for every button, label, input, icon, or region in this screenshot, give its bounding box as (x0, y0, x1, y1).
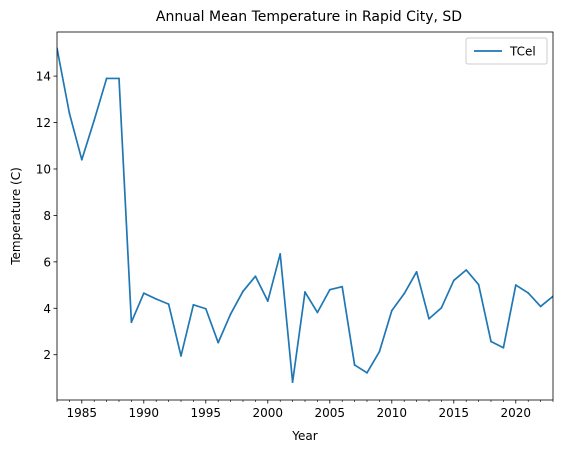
x-tick-label: 2015 (439, 406, 470, 420)
data-point (254, 275, 257, 278)
x-axis-label: Year (291, 429, 317, 443)
data-point (477, 283, 480, 286)
y-tick-label: 2 (43, 348, 51, 362)
x-tick-label: 1990 (129, 406, 160, 420)
x-tick-label: 2005 (315, 406, 346, 420)
data-point (440, 306, 443, 309)
data-point (291, 381, 294, 384)
data-point (242, 290, 244, 293)
data-point (539, 305, 542, 308)
data-point (415, 270, 418, 273)
data-point (204, 307, 207, 310)
data-point (316, 311, 319, 314)
y-axis-label: Temperature (C) (9, 167, 23, 266)
x-tick-label: 2000 (253, 406, 284, 420)
data-point (390, 309, 393, 312)
data-point (266, 300, 269, 302)
legend-box (465, 37, 548, 65)
data-point (217, 341, 220, 344)
data-point (192, 303, 195, 306)
x-tick-label: 1995 (191, 406, 222, 420)
y-tick-label: 6 (43, 255, 51, 269)
data-point (403, 292, 406, 295)
y-tick-label: 8 (43, 209, 51, 223)
data-point (130, 321, 133, 324)
data-point (155, 298, 158, 300)
data-point (229, 313, 232, 315)
data-point (502, 346, 505, 349)
data-point (80, 158, 83, 161)
series-line (57, 48, 553, 383)
data-point (304, 291, 306, 293)
legend: TCel (465, 37, 548, 65)
y-tick-label: 12 (36, 116, 51, 130)
x-tick-label: 1985 (67, 406, 98, 420)
data-point (180, 354, 182, 357)
data-point (353, 364, 356, 366)
data-point (279, 253, 282, 255)
data-point (68, 112, 71, 115)
data-point (465, 269, 468, 271)
data-point (378, 350, 381, 353)
x-tick-label: 2010 (377, 406, 408, 420)
chart-title: Annual Mean Temperature in Rapid City, S… (156, 9, 462, 25)
y-tick-label: 4 (43, 302, 51, 316)
x-tick-label: 2020 (501, 406, 532, 420)
data-point (428, 317, 430, 320)
plot-frame (56, 31, 554, 401)
data-point (514, 284, 517, 286)
data-point (341, 285, 344, 288)
y-tick-label: 10 (36, 162, 51, 176)
data-point (142, 292, 145, 295)
data-point (93, 119, 96, 122)
axis-ticks: 1985 1990 1995 2000 2005 2010 2015 2020 2 4 6 8 10 12… (36, 70, 554, 420)
data-point (167, 303, 170, 306)
y-tick-label: 14 (36, 70, 51, 84)
data-point (452, 279, 455, 282)
data-point (490, 340, 492, 343)
data-point (118, 77, 120, 80)
plot-area (57, 47, 553, 384)
data-point (366, 371, 368, 374)
data-point (328, 288, 331, 291)
series-group (57, 47, 553, 384)
data-point (527, 292, 530, 294)
data-point (105, 77, 108, 80)
legend-label: TCel (509, 45, 536, 59)
